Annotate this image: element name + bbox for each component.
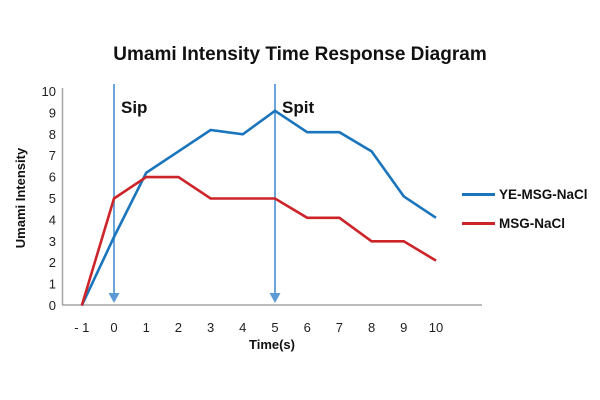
legend-swatch: [462, 222, 495, 225]
spit-label: Spit: [282, 98, 314, 117]
y-tick-label: 1: [49, 277, 56, 292]
x-tick-label: 9: [400, 320, 407, 335]
series-line-MSG-NaCl: [80, 175, 437, 306]
y-tick-label: 4: [49, 212, 56, 227]
chart-title: Umami Intensity Time Response Diagram: [113, 44, 487, 65]
series-line-YE-MSG-NaCl: [80, 109, 437, 307]
y-tick-label: 9: [49, 105, 56, 120]
x-axis-title: Time(s): [249, 337, 295, 352]
x-tick-label: 10: [429, 320, 443, 335]
spit-arrow-head: [269, 293, 281, 303]
sip-label: Sip: [121, 98, 147, 117]
y-tick-label: 8: [49, 127, 56, 142]
legend-item-YE-MSG-NaCl: YE-MSG-NaCl: [462, 186, 588, 203]
chart-legend: YE-MSG-NaCl MSG-NaCl: [462, 186, 588, 244]
x-tick-label: - 1: [74, 320, 89, 335]
y-axis-title: Umami Intensity: [13, 147, 28, 248]
x-tick-label: 7: [336, 320, 343, 335]
legend-label: MSG-NaCl: [499, 216, 566, 231]
x-tick-label: 8: [368, 320, 375, 335]
y-tick-label: 10: [42, 84, 56, 99]
x-tick-label: 2: [175, 320, 182, 335]
x-tick-label: 6: [304, 320, 311, 335]
legend-item-MSG-NaCl: MSG-NaCl: [462, 215, 588, 232]
legend-swatch: [462, 193, 495, 196]
y-tick-label: 3: [49, 234, 56, 249]
y-tick-label: 0: [49, 298, 56, 313]
y-tick-label: 2: [49, 255, 56, 270]
x-tick-label: 3: [207, 320, 214, 335]
x-tick-label: 4: [239, 320, 246, 335]
y-tick-label: 5: [49, 191, 56, 206]
x-tick-label: 5: [271, 320, 278, 335]
legend-label: YE-MSG-NaCl: [499, 187, 588, 202]
sip-arrow-head: [108, 293, 120, 303]
y-tick-label: 7: [49, 148, 56, 163]
x-tick-label: 0: [110, 320, 117, 335]
y-tick-label: 6: [49, 170, 56, 185]
x-tick-label: 1: [143, 320, 150, 335]
